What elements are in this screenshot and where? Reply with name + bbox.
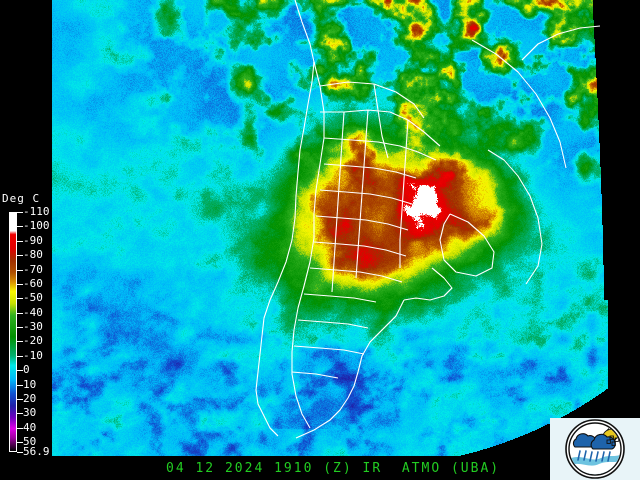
colorbar-tick-label: 56.9 bbox=[23, 445, 50, 458]
colorbar-tick-label: 10 bbox=[23, 378, 37, 391]
colorbar-tick bbox=[17, 327, 23, 328]
weather-emblem-icon bbox=[565, 419, 625, 479]
colorbar-tick bbox=[17, 255, 23, 256]
colorbar-tick bbox=[17, 270, 23, 271]
colorbar-tick bbox=[17, 370, 23, 371]
colorbar-tick bbox=[17, 399, 23, 400]
image-caption-bar: 04 12 2024 1910 (Z) IR ATMO (UBA) bbox=[0, 456, 640, 480]
colorbar-tick-label: -20 bbox=[23, 334, 43, 347]
colorbar-panel: Deg C -110 -100 -90 -80 -70 -60 -50 -40 -30 -20 -1… bbox=[0, 0, 52, 457]
colorbar-tick-label: 30 bbox=[23, 406, 37, 419]
colorbar-units-label: Deg C bbox=[2, 192, 41, 205]
colorbar-tick bbox=[17, 313, 23, 314]
colorbar-tick bbox=[17, 452, 23, 453]
atmo-uba-weather-logo bbox=[550, 418, 640, 480]
colorbar-tick-label: 50 bbox=[23, 435, 37, 448]
colorbar-gradient-strip bbox=[9, 212, 17, 452]
colorbar-tick bbox=[17, 212, 23, 213]
colorbar-tick bbox=[17, 442, 23, 443]
colorbar-tick bbox=[17, 284, 23, 285]
colorbar-gradient-fill bbox=[10, 213, 16, 451]
colorbar-tick bbox=[17, 413, 23, 414]
colorbar-tick-label: -50 bbox=[23, 291, 43, 304]
colorbar-tick-label: -110 bbox=[23, 205, 50, 218]
colorbar-tick bbox=[17, 341, 23, 342]
colorbar-tick-label: -90 bbox=[23, 234, 43, 247]
colorbar-tick-label: 0 bbox=[23, 363, 30, 376]
colorbar-tick-label: -40 bbox=[23, 306, 43, 319]
colorbar-tick bbox=[17, 298, 23, 299]
colorbar-tick-label: 20 bbox=[23, 392, 37, 405]
caption-text: 04 12 2024 1910 (Z) IR ATMO (UBA) bbox=[166, 461, 501, 476]
colorbar-tick bbox=[17, 385, 23, 386]
colorbar-tick-label: -10 bbox=[23, 349, 43, 362]
colorbar-tick-label: -70 bbox=[23, 263, 43, 276]
colorbar-tick bbox=[17, 241, 23, 242]
colorbar-tick-label: -30 bbox=[23, 320, 43, 333]
colorbar-tick-labels: -110 -100 -90 -80 -70 -60 -50 -40 -30 -20 -10 0 10 20… bbox=[23, 205, 55, 460]
colorbar-tick-marks bbox=[17, 212, 23, 453]
ir-brightness-temperature-canvas bbox=[52, 0, 640, 456]
colorbar-tick bbox=[17, 428, 23, 429]
satellite-ir-image bbox=[52, 0, 640, 456]
colorbar-tick-label: 40 bbox=[23, 421, 37, 434]
colorbar-tick bbox=[17, 356, 23, 357]
colorbar-tick bbox=[17, 226, 23, 227]
colorbar-tick-label: -60 bbox=[23, 277, 43, 290]
colorbar-tick-label: -100 bbox=[23, 219, 50, 232]
colorbar-tick-label: -80 bbox=[23, 248, 43, 261]
